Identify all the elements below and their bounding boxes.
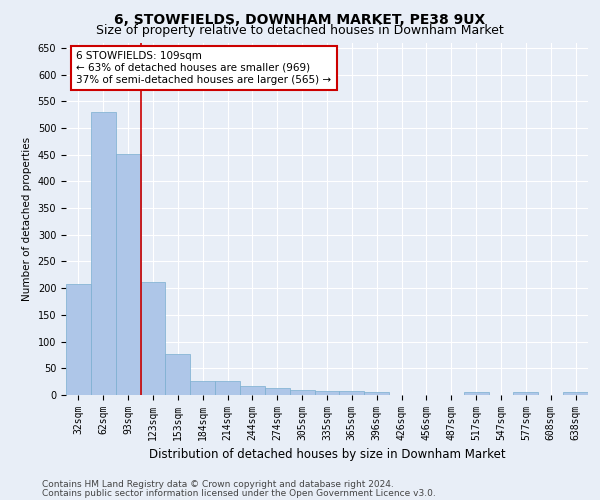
Bar [514,392,538,395]
Bar [265,388,290,395]
Bar [240,386,265,395]
Text: Size of property relative to detached houses in Downham Market: Size of property relative to detached ho… [96,24,504,37]
Bar [364,392,389,395]
Text: 6 STOWFIELDS: 109sqm
← 63% of detached houses are smaller (969)
37% of semi-deta: 6 STOWFIELDS: 109sqm ← 63% of detached h… [76,52,332,84]
Text: Contains HM Land Registry data © Crown copyright and database right 2024.: Contains HM Land Registry data © Crown c… [42,480,394,489]
Bar [563,392,588,395]
Bar [340,392,364,395]
Bar [290,390,314,395]
Text: 6, STOWFIELDS, DOWNHAM MARKET, PE38 9UX: 6, STOWFIELDS, DOWNHAM MARKET, PE38 9UX [115,12,485,26]
Text: Contains public sector information licensed under the Open Government Licence v3: Contains public sector information licen… [42,489,436,498]
Bar [215,380,240,395]
Bar [91,112,116,395]
Bar [464,392,488,395]
Y-axis label: Number of detached properties: Number of detached properties [22,136,32,301]
Bar [190,380,215,395]
Bar [314,392,340,395]
X-axis label: Distribution of detached houses by size in Downham Market: Distribution of detached houses by size … [149,448,505,462]
Bar [140,282,166,395]
Bar [66,284,91,395]
Bar [166,354,190,395]
Bar [116,154,140,395]
